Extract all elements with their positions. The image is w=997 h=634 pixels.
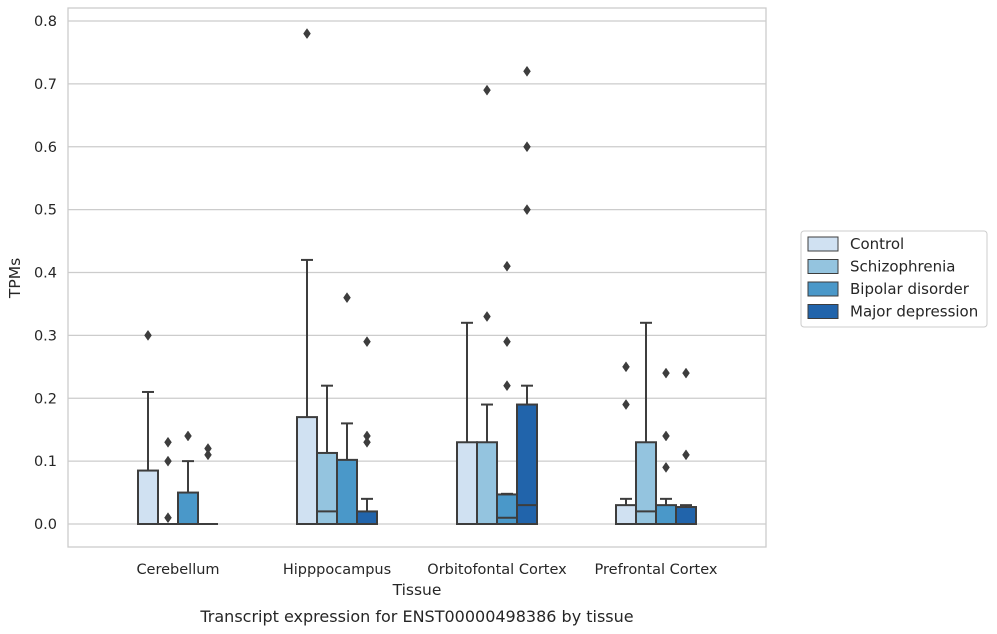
box bbox=[296, 416, 318, 525]
legend-swatch bbox=[807, 259, 839, 274]
y-tick-label: 0.7 bbox=[34, 77, 57, 93]
gridlines bbox=[68, 20, 766, 525]
box bbox=[675, 506, 697, 525]
x-tick-label: Hipppocampus bbox=[283, 562, 391, 578]
x-axis-title: Tissue bbox=[392, 581, 442, 599]
box bbox=[456, 441, 478, 526]
box bbox=[635, 441, 657, 526]
box bbox=[476, 441, 498, 526]
legend-swatch bbox=[807, 304, 839, 319]
legend: Control Schizophrenia Bipolar disorder Majo… bbox=[800, 230, 988, 328]
outlier-point bbox=[363, 436, 371, 448]
outlier-point bbox=[204, 443, 212, 454]
y-tick-label: 0.2 bbox=[34, 391, 57, 407]
outlier-point bbox=[164, 455, 172, 467]
outlier-point bbox=[303, 28, 311, 40]
box bbox=[177, 491, 199, 525]
x-tick-label: Cerebellum bbox=[136, 562, 219, 578]
y-tick-label: 0.4 bbox=[34, 266, 57, 282]
legend-swatch bbox=[807, 236, 839, 252]
box bbox=[516, 403, 538, 526]
outlier-point bbox=[184, 430, 192, 442]
figure-caption: Transcript expression for ENST0000049838… bbox=[199, 607, 633, 626]
box bbox=[137, 469, 159, 525]
outlier-point bbox=[164, 436, 172, 448]
y-tick-label: 0.1 bbox=[34, 454, 57, 470]
outlier-point bbox=[622, 399, 630, 410]
y-tick-label: 0.5 bbox=[34, 203, 57, 219]
box bbox=[496, 493, 518, 526]
outlier-point bbox=[682, 367, 690, 379]
x-tick-label: Orbitofontal Cortex bbox=[427, 562, 567, 578]
outlier-point bbox=[662, 367, 670, 379]
plot-frame bbox=[67, 7, 767, 548]
outlier-point bbox=[662, 461, 670, 473]
legend-frame bbox=[800, 230, 988, 328]
y-tick-label: 0.0 bbox=[34, 517, 57, 533]
outlier-point bbox=[144, 329, 152, 341]
box bbox=[316, 451, 338, 526]
x-axis-ticks: Cerebellum Hipppocampus Orbitofontal Corte… bbox=[136, 562, 717, 578]
y-tick-label: 0.8 bbox=[34, 14, 57, 30]
outlier-point bbox=[503, 336, 511, 348]
legend-label: Bipolar disorder bbox=[850, 280, 970, 298]
outlier-point bbox=[363, 336, 371, 348]
y-axis-ticks: 0.0 0.1 0.2 0.3 0.4 0.5 0.6 0.7 0.8 bbox=[34, 14, 57, 533]
outlier-point bbox=[662, 430, 670, 442]
outlier-point bbox=[483, 311, 491, 322]
legend-label: Control bbox=[850, 235, 904, 253]
legend-swatch bbox=[807, 281, 839, 297]
outlier-point bbox=[363, 430, 371, 442]
box bbox=[655, 504, 677, 526]
outlier-point bbox=[523, 65, 531, 77]
outlier-point bbox=[622, 361, 630, 373]
legend-label: Schizophrenia bbox=[850, 258, 955, 276]
outlier-point bbox=[503, 380, 511, 392]
legend-label: Major depression bbox=[850, 303, 978, 321]
y-tick-label: 0.6 bbox=[34, 140, 57, 156]
outlier-point bbox=[483, 84, 491, 96]
outlier-point bbox=[503, 260, 511, 272]
outlier-point bbox=[682, 449, 690, 461]
outlier-point bbox=[523, 141, 531, 153]
box bbox=[615, 504, 637, 526]
outlier-point bbox=[204, 449, 212, 461]
box bbox=[356, 510, 378, 525]
box-series bbox=[137, 28, 697, 526]
box bbox=[336, 458, 358, 525]
x-tick-label: Prefrontal Cortex bbox=[595, 562, 718, 578]
outlier-point bbox=[164, 512, 172, 524]
outlier-point bbox=[343, 292, 351, 304]
y-axis-title: TPMs bbox=[6, 258, 24, 299]
y-tick-label: 0.3 bbox=[34, 328, 57, 344]
outlier-point bbox=[523, 204, 531, 216]
